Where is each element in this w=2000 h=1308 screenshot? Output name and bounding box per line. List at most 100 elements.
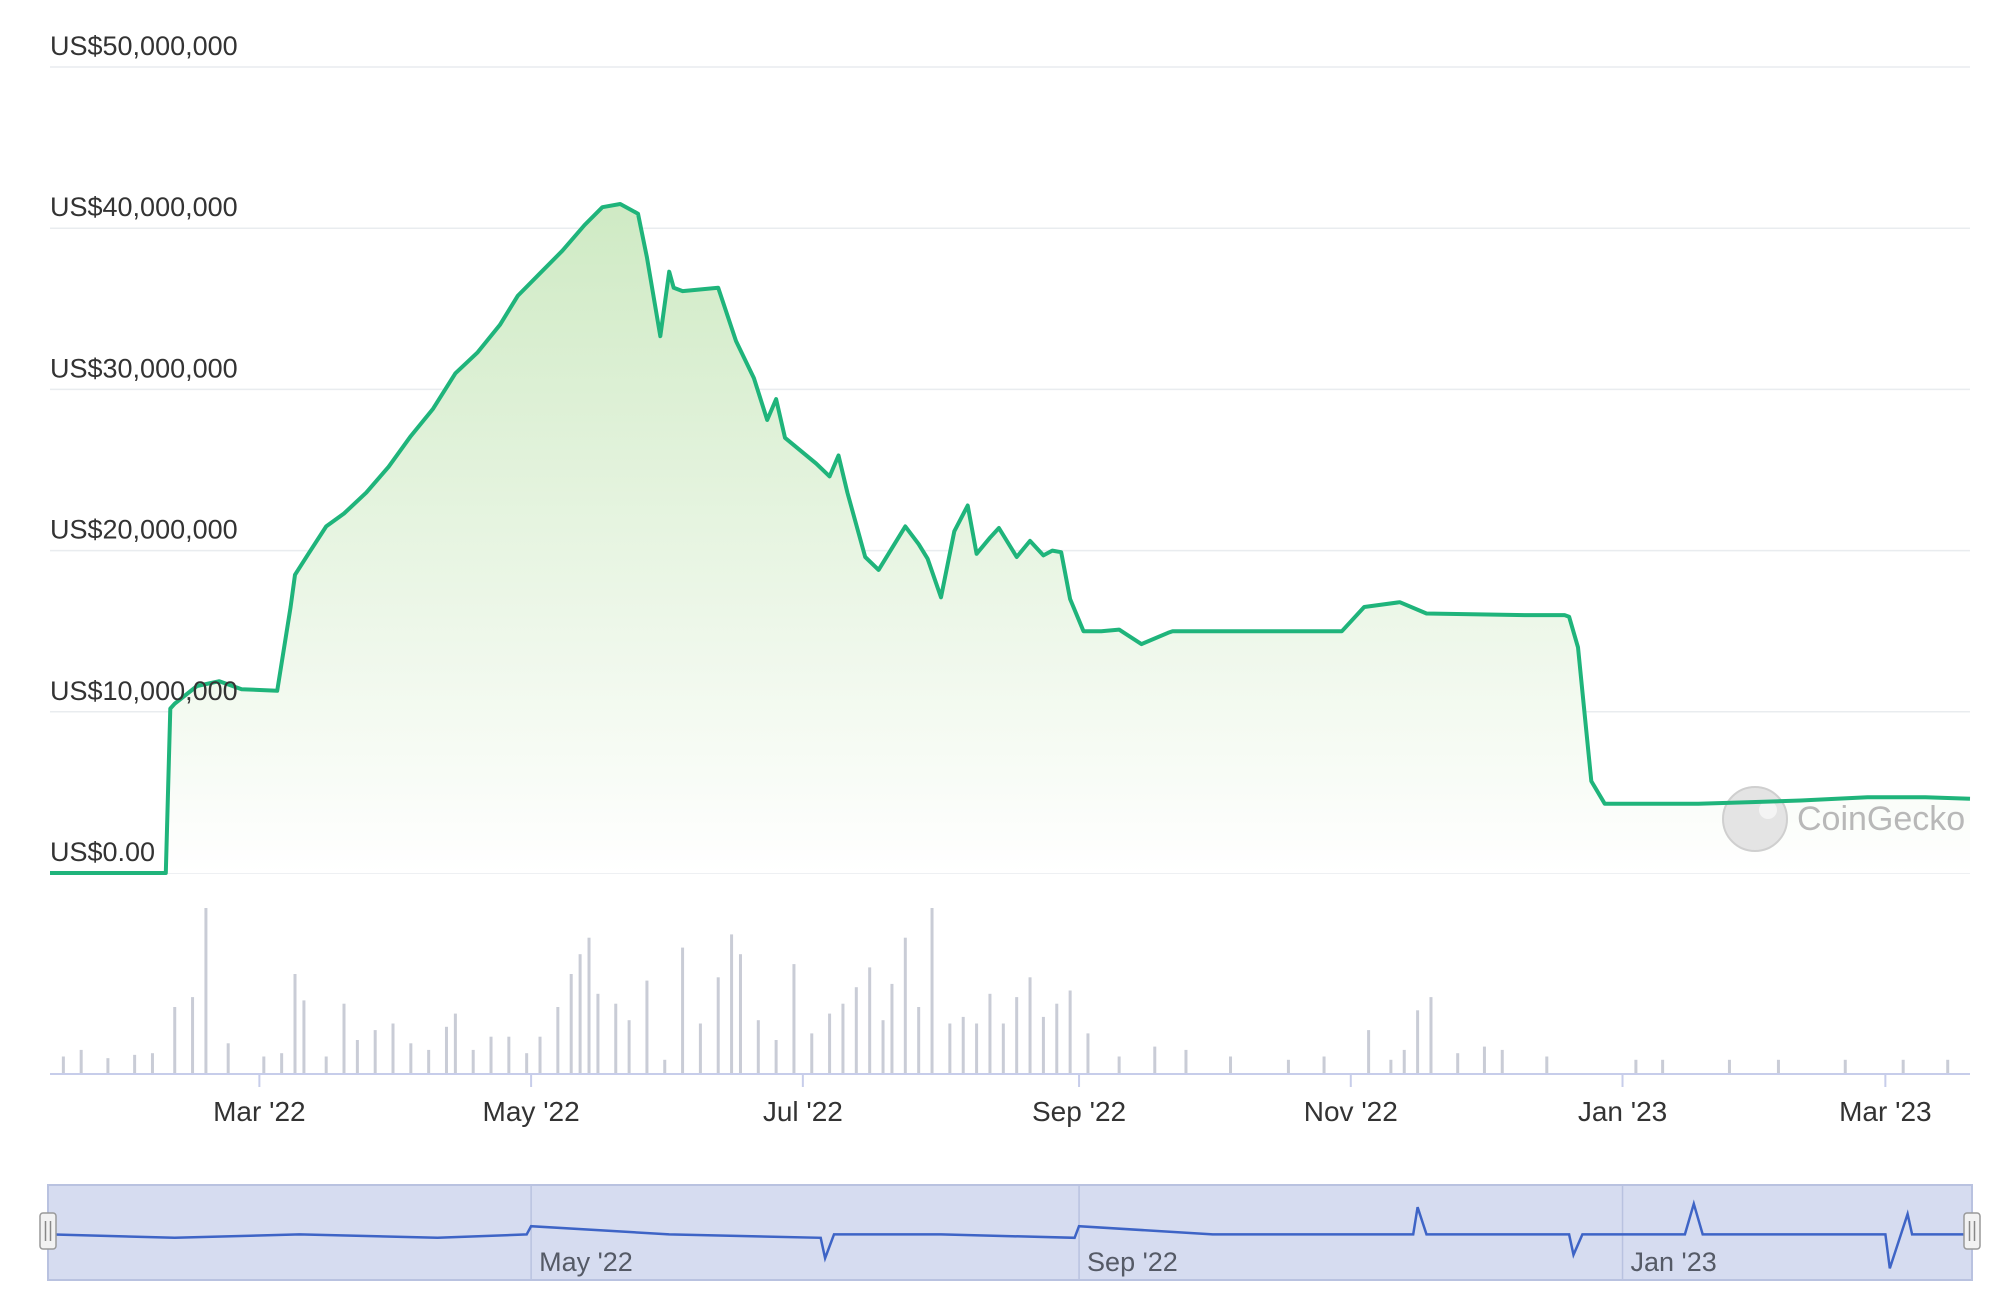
volume-bar	[324, 1056, 328, 1073]
volume-bar	[1184, 1049, 1188, 1073]
volume-bar	[1229, 1056, 1233, 1073]
volume-bar	[663, 1059, 667, 1073]
range-navigator[interactable]: May '22 Sep '22 Jan '23	[39, 1184, 1981, 1281]
volume-bar	[614, 1003, 618, 1073]
volume-bar	[1946, 1059, 1950, 1073]
volume-bar	[868, 967, 872, 1073]
volume-bar	[917, 1007, 921, 1073]
volume-bar	[738, 954, 742, 1073]
volume-bar	[173, 1007, 177, 1073]
y-tick-label: US$30,000,000	[50, 353, 238, 383]
volume-bar	[61, 1056, 65, 1073]
y-tick-label: US$50,000,000	[50, 31, 238, 61]
volume-bar	[191, 997, 195, 1073]
volume-bar	[730, 934, 734, 1073]
volume-bar	[204, 908, 208, 1073]
x-tick-label: Mar '22	[213, 1096, 306, 1127]
volume-bar	[1286, 1059, 1290, 1073]
volume-bar	[280, 1053, 284, 1073]
volume-bar	[1055, 1003, 1059, 1073]
volume-bar	[1068, 990, 1072, 1073]
coingecko-eye-icon	[1759, 801, 1777, 819]
volume-bar	[355, 1040, 359, 1073]
volume-bar	[293, 974, 297, 1073]
volume-bar	[427, 1049, 431, 1073]
volume-bar	[698, 1023, 702, 1073]
volume-bar	[1901, 1059, 1905, 1073]
volume-bar	[756, 1020, 760, 1073]
volume-bar	[1429, 997, 1433, 1073]
volume-bar	[988, 993, 992, 1073]
volume-bar	[262, 1056, 266, 1073]
volume-bar	[1367, 1030, 1371, 1073]
volume-bar	[453, 1013, 457, 1073]
volume-bar	[587, 937, 591, 1073]
volume-bar	[810, 1033, 814, 1073]
y-axis-labels: US$0.00 US$10,000,000 US$20,000,000 US$30,0…	[50, 31, 238, 867]
volume-bar	[409, 1043, 413, 1073]
navigator-tick-label: Sep '22	[1087, 1247, 1178, 1277]
volume-bar	[1389, 1059, 1393, 1073]
volume-bar	[681, 947, 685, 1073]
volume-bar	[471, 1049, 475, 1073]
watermark-text: CoinGecko	[1797, 800, 1965, 838]
volume-bar	[881, 1020, 885, 1073]
navigator-right-handle[interactable]	[1963, 1212, 1981, 1250]
volume-bar	[930, 908, 934, 1073]
volume-bar	[106, 1058, 110, 1073]
y-tick-label: US$0.00	[50, 837, 155, 867]
x-tick-label: Jan '23	[1578, 1096, 1667, 1127]
volume-bar	[1153, 1046, 1157, 1073]
navigator-tick-label: Jan '23	[1631, 1247, 1717, 1277]
volume-bar	[1086, 1033, 1090, 1073]
volume-bar	[716, 977, 720, 1073]
y-tick-label: US$20,000,000	[50, 515, 238, 545]
x-tick-label: Mar '23	[1839, 1096, 1932, 1127]
volume-bar	[1727, 1059, 1731, 1073]
volume-bar	[903, 937, 907, 1073]
volume-bar	[1001, 1023, 1005, 1073]
volume-bar	[489, 1036, 493, 1073]
volume-bar	[948, 1023, 952, 1073]
handle-grip	[1963, 1212, 1981, 1250]
navigator-left-handle[interactable]	[39, 1212, 57, 1250]
volume-bar	[1843, 1059, 1847, 1073]
price-line	[50, 202, 1971, 875]
volume-bar	[342, 1003, 346, 1073]
volume-bar	[1028, 977, 1032, 1073]
volume-bar	[1661, 1059, 1665, 1073]
volume-bar	[828, 1013, 832, 1073]
navigator-tick-label: May '22	[539, 1247, 633, 1277]
coingecko-logo-icon	[1722, 786, 1788, 852]
x-tick-label: Jul '22	[763, 1096, 843, 1127]
x-tick-label: Nov '22	[1304, 1096, 1398, 1127]
volume-bar	[890, 983, 894, 1073]
volume-bar	[627, 1020, 631, 1073]
navigator-series-line	[49, 1199, 1970, 1269]
volume-bar	[1634, 1059, 1638, 1073]
volume-bar	[1416, 1010, 1420, 1073]
volume-bars	[61, 908, 1950, 1073]
price-area	[50, 204, 1970, 873]
handle-grip	[39, 1212, 57, 1250]
volume-bar	[596, 993, 600, 1073]
volume-bar	[1776, 1059, 1780, 1073]
volume-bar	[774, 1040, 778, 1073]
volume-bar	[1402, 1049, 1406, 1073]
x-tick-label: May '22	[483, 1096, 580, 1127]
volume-bar	[150, 1053, 154, 1073]
volume-bar	[556, 1007, 560, 1073]
volume-bar	[1041, 1016, 1045, 1073]
y-tick-label: US$40,000,000	[50, 192, 238, 222]
volume-bar	[1500, 1049, 1504, 1073]
volume-bar	[373, 1030, 377, 1073]
volume-bar	[444, 1026, 448, 1073]
price-series-line	[50, 202, 1971, 875]
volume-bar	[645, 980, 649, 1073]
volume-bar	[79, 1049, 83, 1073]
volume-bar	[569, 974, 573, 1073]
volume-bar	[1456, 1053, 1460, 1073]
volume-bar	[1322, 1056, 1326, 1073]
